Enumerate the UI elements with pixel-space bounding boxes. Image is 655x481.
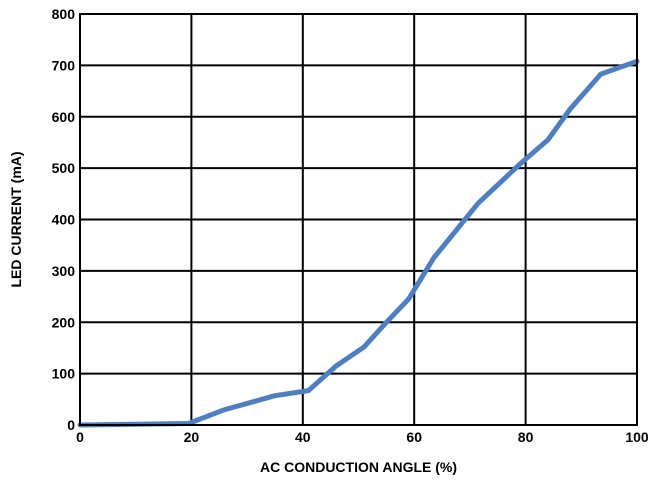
y-tick-label: 0: [67, 417, 75, 433]
y-tick-label: 300: [52, 263, 76, 279]
y-tick-label: 400: [52, 212, 76, 228]
x-tick-labels: 0 20 40 60 80 100: [76, 429, 649, 445]
y-axis-label: LED CURRENT (mA): [8, 151, 24, 287]
y-tick-label: 800: [52, 6, 76, 22]
x-tick-label: 80: [518, 429, 534, 445]
y-tick-label: 500: [52, 160, 76, 176]
y-tick-label: 700: [52, 57, 76, 73]
x-axis-label: AC CONDUCTION ANGLE (%): [260, 459, 457, 475]
x-tick-label: 60: [406, 429, 422, 445]
x-tick-label: 40: [295, 429, 311, 445]
y-tick-label: 600: [52, 109, 76, 125]
grid: [80, 14, 637, 425]
x-tick-label: 0: [76, 429, 84, 445]
x-tick-label: 20: [184, 429, 200, 445]
y-tick-labels: 0 100 200 300 400 500 600 700 800: [52, 6, 76, 433]
x-tick-label: 100: [625, 429, 649, 445]
y-tick-label: 100: [52, 366, 76, 382]
y-tick-label: 200: [52, 314, 76, 330]
